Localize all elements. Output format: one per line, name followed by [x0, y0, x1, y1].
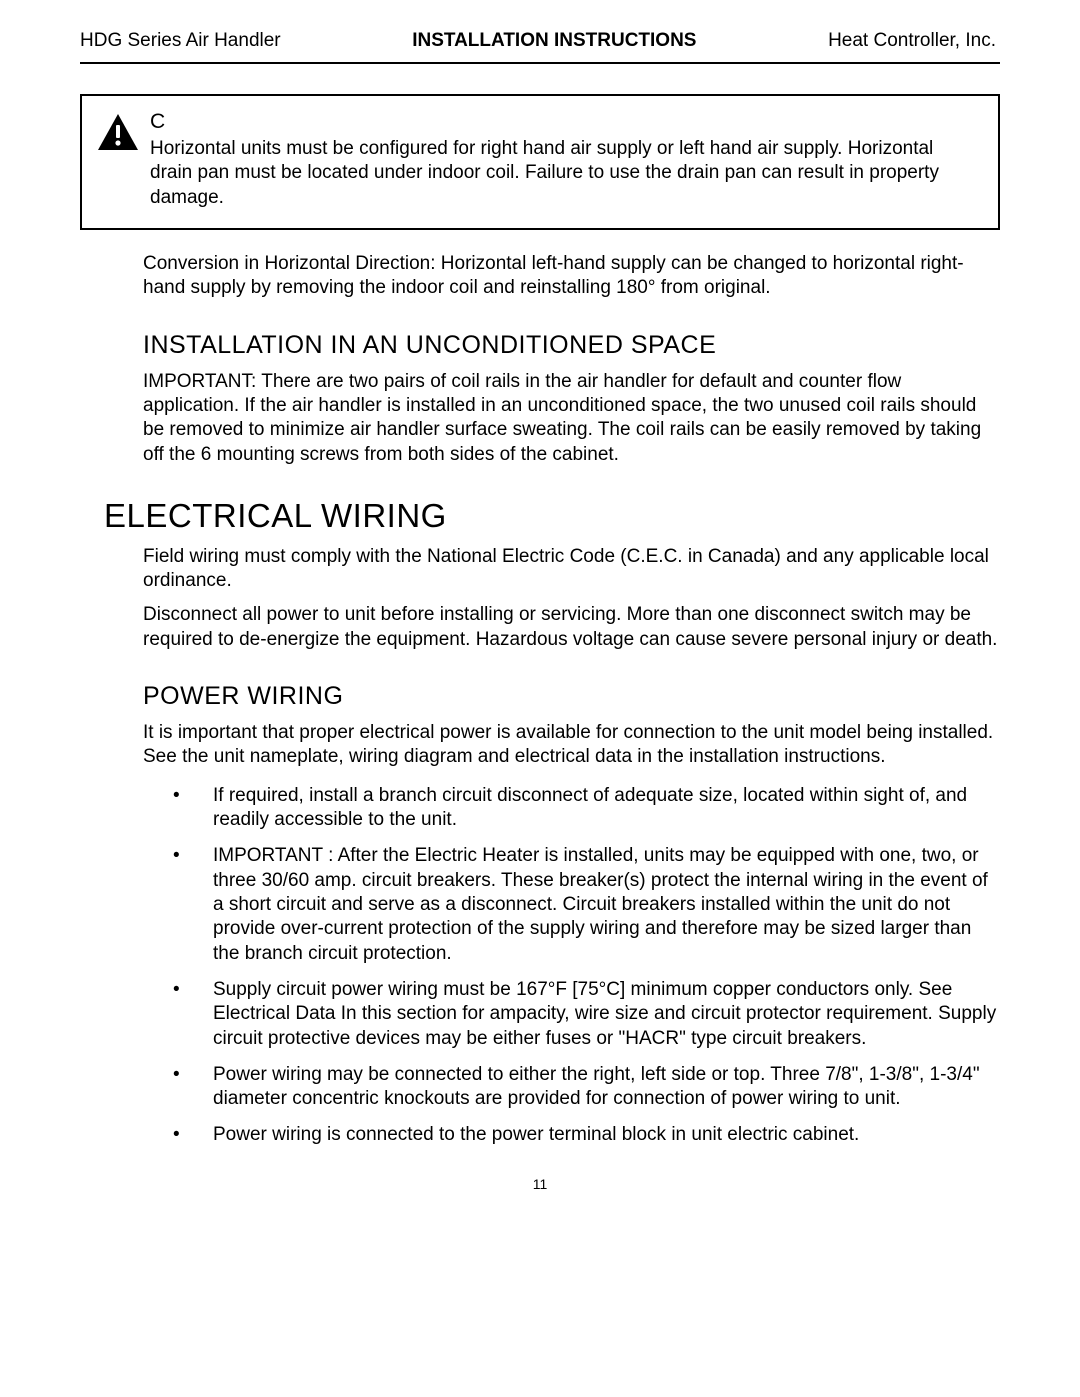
electrical-heading: ELECTRICAL WIRING — [104, 497, 1000, 535]
header-center: INSTALLATION INSTRUCTIONS — [412, 30, 696, 52]
list-item: If required, install a branch circuit di… — [143, 784, 998, 833]
header-right: Heat Controller, Inc. — [828, 30, 996, 52]
list-item: Power wiring is connected to the power t… — [143, 1123, 998, 1147]
unconditioned-body: IMPORTANT: There are two pairs of coil r… — [143, 370, 998, 467]
caution-title: C — [150, 110, 980, 134]
list-item: Supply circuit power wiring must be 167°… — [143, 978, 998, 1051]
caution-body: Horizontal units must be configured for … — [150, 137, 980, 210]
list-item: IMPORTANT : After the Electric Heater is… — [143, 844, 998, 966]
header-left: HDG Series Air Handler — [80, 30, 281, 52]
list-item: Power wiring may be connected to either … — [143, 1063, 998, 1112]
warning-icon — [96, 112, 140, 152]
page-container: HDG Series Air Handler INSTALLATION INST… — [0, 0, 1080, 1148]
page-number: 11 — [0, 1176, 1080, 1192]
unconditioned-heading: INSTALLATION IN AN UNCONDITIONED SPACE — [143, 331, 1000, 360]
caution-box: C Horizontal units must be configured fo… — [80, 94, 1000, 230]
electrical-p2: Disconnect all power to unit before inst… — [143, 603, 998, 652]
caution-text: C Horizontal units must be configured fo… — [150, 110, 980, 210]
power-intro: It is important that proper electrical p… — [143, 721, 998, 770]
electrical-p1: Field wiring must comply with the Nation… — [143, 545, 998, 594]
page-header: HDG Series Air Handler INSTALLATION INST… — [80, 30, 1000, 60]
conversion-paragraph: Conversion in Horizontal Direction: Hori… — [143, 252, 998, 301]
header-rule — [80, 62, 1000, 64]
power-bullet-list: If required, install a branch circuit di… — [143, 784, 998, 1148]
power-heading: POWER WIRING — [143, 682, 1000, 711]
